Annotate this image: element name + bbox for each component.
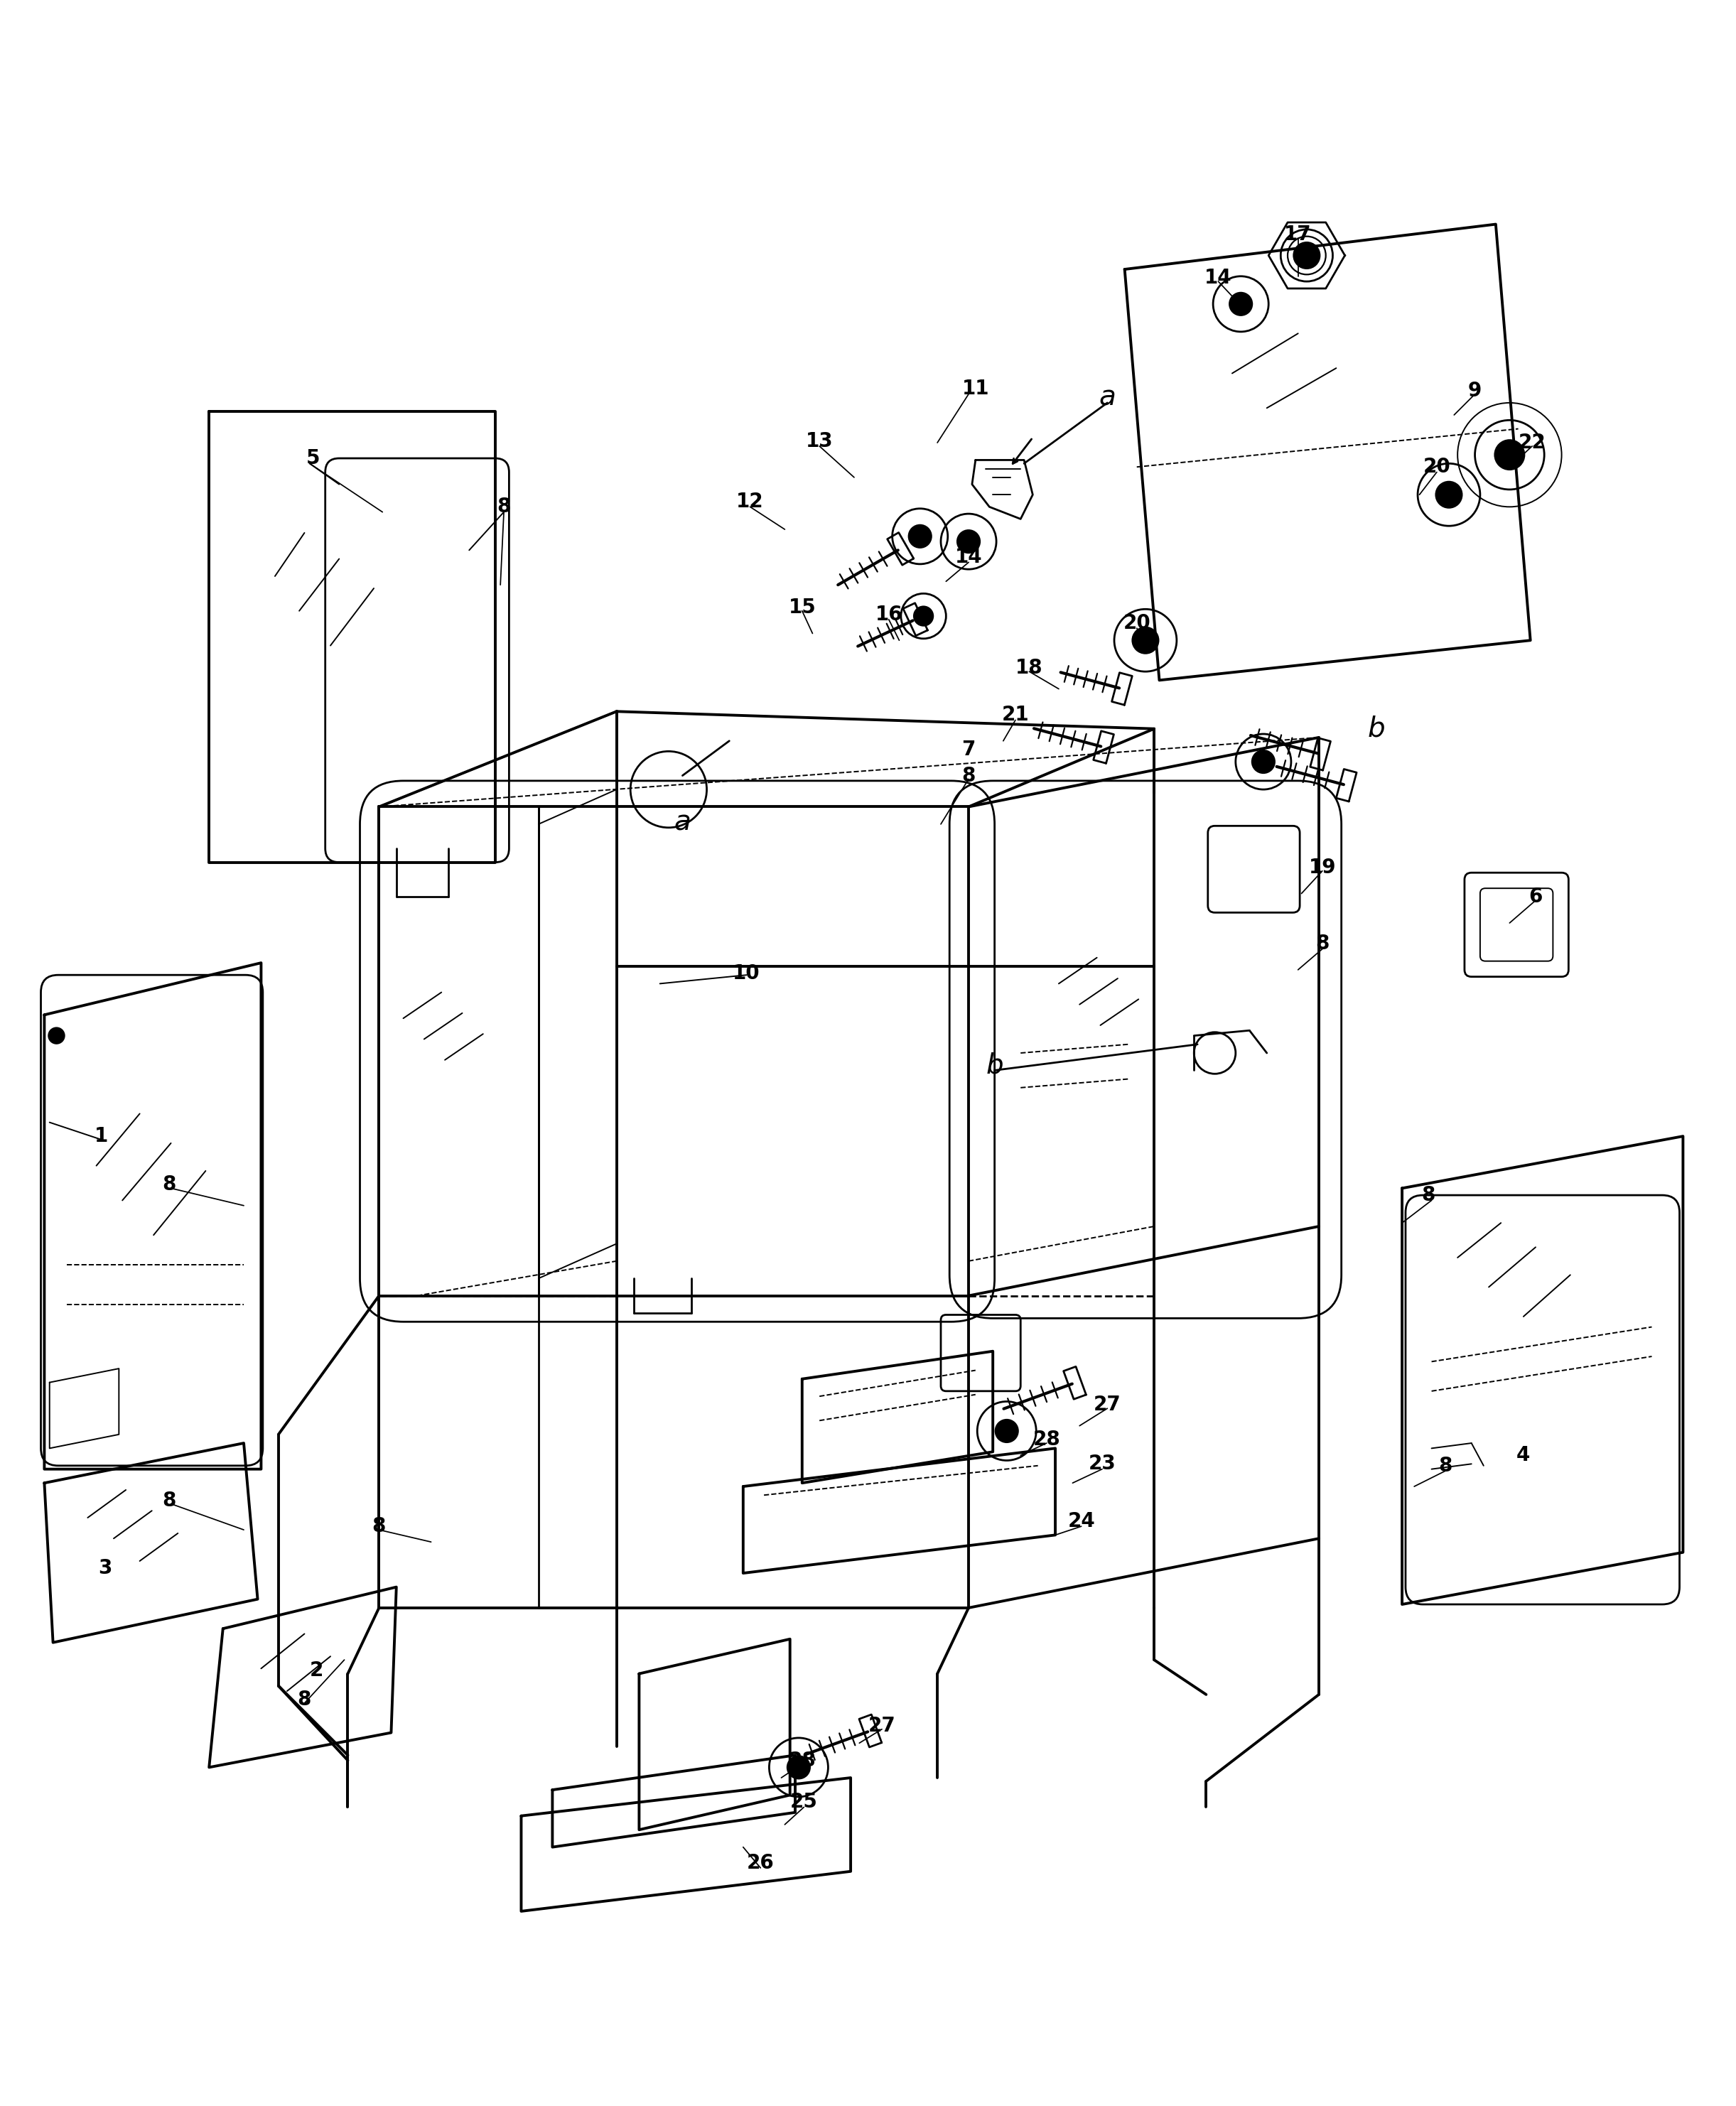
- Text: 20: 20: [1123, 613, 1151, 634]
- Circle shape: [786, 1754, 811, 1780]
- Text: 22: 22: [1519, 432, 1545, 453]
- Text: b: b: [986, 1051, 1003, 1078]
- Text: 4: 4: [1517, 1445, 1531, 1466]
- Text: 10: 10: [733, 962, 760, 984]
- Text: 8: 8: [1316, 933, 1330, 954]
- Circle shape: [1229, 293, 1253, 316]
- Text: 8: 8: [1422, 1186, 1436, 1205]
- Text: 14: 14: [1205, 267, 1233, 289]
- Text: b: b: [1368, 716, 1385, 741]
- Text: 8: 8: [161, 1175, 175, 1194]
- Text: 21: 21: [1002, 706, 1029, 724]
- Text: 18: 18: [1016, 659, 1043, 678]
- Text: 11: 11: [962, 379, 990, 398]
- Text: 27: 27: [1094, 1394, 1121, 1415]
- Text: 8: 8: [372, 1516, 385, 1535]
- Text: a: a: [1099, 383, 1116, 411]
- Text: 8: 8: [496, 497, 510, 516]
- Circle shape: [1436, 480, 1463, 508]
- Text: 25: 25: [790, 1792, 818, 1811]
- Text: 20: 20: [1424, 457, 1451, 476]
- Text: 9: 9: [1469, 381, 1483, 400]
- Text: 16: 16: [875, 604, 903, 623]
- Text: 5: 5: [306, 449, 319, 468]
- Text: 8: 8: [1439, 1455, 1453, 1476]
- Text: 6: 6: [1529, 887, 1543, 908]
- Circle shape: [995, 1419, 1019, 1443]
- Text: 2: 2: [309, 1660, 323, 1681]
- Text: 8: 8: [962, 767, 976, 786]
- Circle shape: [913, 607, 934, 625]
- Circle shape: [1252, 750, 1276, 773]
- Text: 13: 13: [806, 432, 833, 451]
- Text: 8: 8: [161, 1491, 175, 1510]
- Text: 8: 8: [297, 1689, 311, 1710]
- Text: 23: 23: [1088, 1453, 1116, 1474]
- Text: 28: 28: [788, 1750, 816, 1771]
- Circle shape: [908, 524, 932, 548]
- Text: 19: 19: [1309, 857, 1337, 878]
- Text: 7: 7: [962, 739, 976, 760]
- Circle shape: [49, 1028, 66, 1045]
- Text: 12: 12: [736, 491, 764, 512]
- Text: 28: 28: [1033, 1430, 1061, 1449]
- Text: 26: 26: [746, 1853, 774, 1872]
- Circle shape: [1132, 625, 1160, 655]
- Text: 3: 3: [99, 1558, 111, 1577]
- Circle shape: [1293, 242, 1321, 270]
- Text: 24: 24: [1068, 1512, 1095, 1531]
- Text: 1: 1: [95, 1127, 108, 1146]
- Circle shape: [1495, 440, 1526, 470]
- Text: 27: 27: [868, 1716, 896, 1735]
- Text: 14: 14: [955, 548, 983, 567]
- Circle shape: [957, 529, 981, 554]
- Text: 17: 17: [1285, 225, 1312, 244]
- Text: a: a: [674, 809, 691, 836]
- Text: 15: 15: [788, 598, 816, 617]
